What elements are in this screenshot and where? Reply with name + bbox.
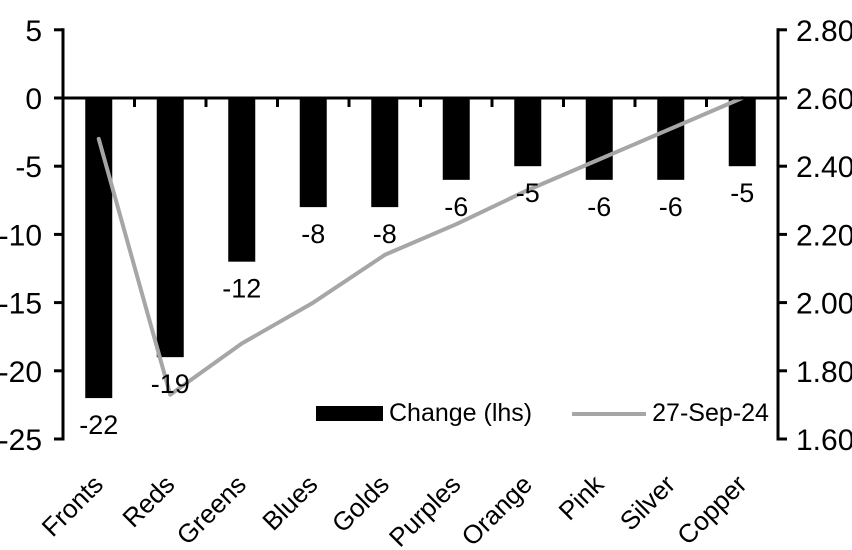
bar-series-swatch [316,406,383,421]
category-label-golds: Golds [326,469,395,538]
category-label-reds: Reds [116,469,180,533]
bar-silver [657,98,685,180]
bar-label-fronts: -22 [79,410,118,440]
right-axis-tick-label: 1.80 [796,356,852,389]
legend-item-27-sep-24: 27-Sep-24 [572,401,769,426]
right-axis-tick-label: 2.60 [796,83,852,116]
right-axis-tick-label: 1.60 [796,424,852,457]
left-axis-tick-label: 0 [25,83,42,116]
bar-greens [228,98,256,262]
bar-label-purples: -6 [444,192,468,222]
right-axis-tick-label: 2.80 [796,15,852,48]
bar-reds [156,98,184,358]
category-label-orange: Orange [455,469,538,550]
bar-blues [299,98,327,208]
category-label-purples: Purples [383,469,467,550]
right-axis-tick-label: 2.00 [796,288,852,321]
legend-label-27-sep-24: 27-Sep-24 [652,399,769,427]
left-axis-tick-label: -15 [0,288,42,321]
bar-fronts [85,98,113,399]
category-label-pink: Pink [553,468,611,526]
bar-label-blues: -8 [301,219,325,249]
bar-label-copper: -5 [730,178,754,208]
bar-copper [728,98,756,167]
bar-label-reds: -19 [151,369,190,399]
category-label-greens: Greens [170,469,252,550]
legend-item-change-lhs: Change (lhs) [316,401,532,426]
bar-label-pink: -6 [587,192,611,222]
bar-pink [585,98,613,180]
chart-legend: Change (lhs) 27-Sep-24 [316,401,769,426]
bar-orange [514,98,542,167]
bar-golds [371,98,399,208]
category-label-fronts: Fronts [36,469,109,542]
right-axis-tick-label: 2.20 [796,219,852,252]
left-axis-tick-label: -20 [0,356,42,389]
category-label-copper: Copper [671,469,753,550]
category-label-silver: Silver [614,469,681,536]
bar-label-orange: -5 [516,178,540,208]
category-label-blues: Blues [256,469,323,536]
line-series-swatch [572,411,647,416]
legend-label-change-lhs: Change (lhs) [389,399,533,427]
left-axis-tick-label: -25 [0,424,42,457]
left-axis-tick-label: 5 [25,15,42,48]
bar-purples [442,98,470,180]
bar-label-greens: -12 [222,274,261,304]
right-axis-tick-label: 2.40 [796,151,852,184]
bar-label-golds: -8 [373,219,397,249]
left-axis-tick-label: -10 [0,219,42,252]
left-axis-tick-label: -5 [15,151,42,184]
series-line-27-sep-24 [96,96,745,397]
bar-label-silver: -6 [659,192,683,222]
